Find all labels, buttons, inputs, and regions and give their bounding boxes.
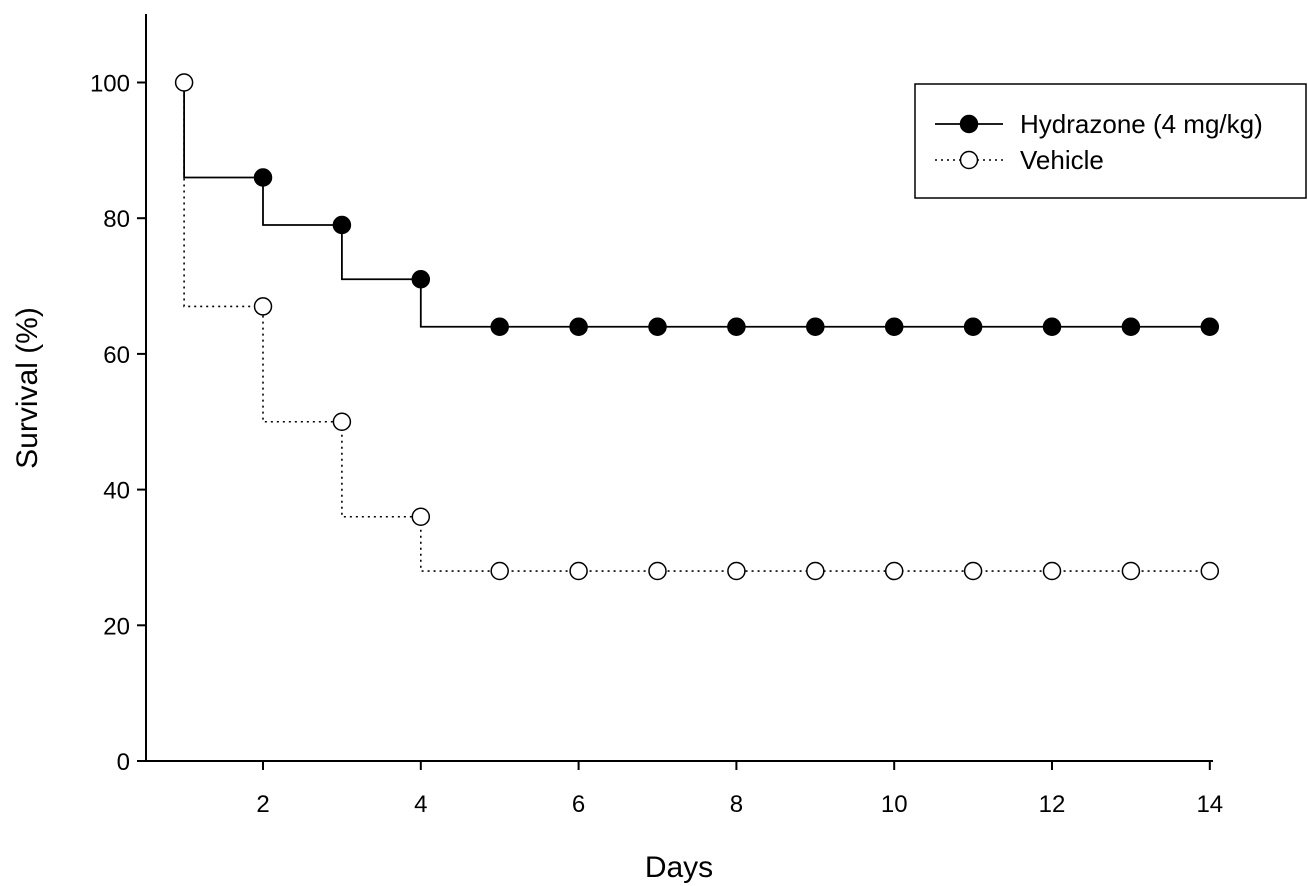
data-point-vehicle (569, 561, 588, 581)
legend: Hydrazone (4 mg/kg) Vehicle (914, 83, 1307, 199)
data-point-vehicle (1121, 561, 1141, 581)
data-point-hydrazone (332, 215, 352, 235)
data-point-vehicle (174, 73, 194, 92)
data-point-vehicle (648, 561, 667, 581)
y-axis-title: Survival (%) (11, 307, 44, 469)
data-point-hydrazone (727, 317, 746, 337)
x-axis-title: Days (645, 851, 713, 884)
data-point-vehicle (727, 561, 746, 581)
y-tick-label: 100 (90, 71, 130, 98)
x-tick-label: 10 (881, 791, 908, 818)
data-point-vehicle (884, 561, 904, 581)
legend-label-hydrazone: Hydrazone (4 mg/kg) (1020, 109, 1263, 139)
data-point-hydrazone (648, 317, 667, 337)
data-point-vehicle (332, 412, 352, 431)
x-tick-label: 6 (572, 791, 585, 818)
data-point-vehicle (963, 561, 983, 581)
data-point-vehicle (490, 561, 509, 581)
data-point-hydrazone (963, 317, 983, 337)
data-point-vehicle (1200, 561, 1220, 581)
legend-marker-vehicle (959, 150, 979, 170)
x-tick-label: 2 (256, 791, 269, 818)
data-point-vehicle (1042, 561, 1062, 581)
data-point-hydrazone (253, 168, 273, 187)
legend-label-vehicle: Vehicle (1020, 145, 1104, 175)
data-point-hydrazone (884, 317, 904, 337)
data-point-hydrazone (1121, 317, 1141, 337)
y-tick-label: 60 (103, 342, 130, 369)
y-tick-label: 0 (117, 749, 130, 776)
data-point-hydrazone (490, 317, 509, 337)
data-point-hydrazone (1200, 317, 1220, 337)
data-point-hydrazone (1042, 317, 1062, 337)
data-point-hydrazone (569, 317, 588, 337)
y-tick-label: 40 (103, 478, 130, 505)
x-tick-label: 8 (730, 791, 743, 818)
data-point-hydrazone (411, 270, 431, 289)
data-point-vehicle (411, 507, 431, 526)
legend-marker-hydrazone (959, 114, 979, 134)
series-line-hydrazone (183, 82, 1210, 328)
series-layer (174, 73, 1220, 581)
series-line-vehicle (183, 82, 1210, 572)
data-point-hydrazone (806, 317, 825, 337)
data-point-vehicle (806, 561, 825, 581)
y-tick-label: 80 (103, 206, 130, 233)
y-tick-label: 20 (103, 613, 130, 640)
data-point-vehicle (253, 297, 273, 316)
axes: 0 20 40 60 80 100 2 4 6 8 10 12 14 (90, 14, 1223, 818)
x-tick-label: 14 (1196, 791, 1223, 818)
legend-box (914, 83, 1307, 199)
x-tick-label: 4 (414, 791, 427, 818)
x-tick-label: 12 (1039, 791, 1066, 818)
